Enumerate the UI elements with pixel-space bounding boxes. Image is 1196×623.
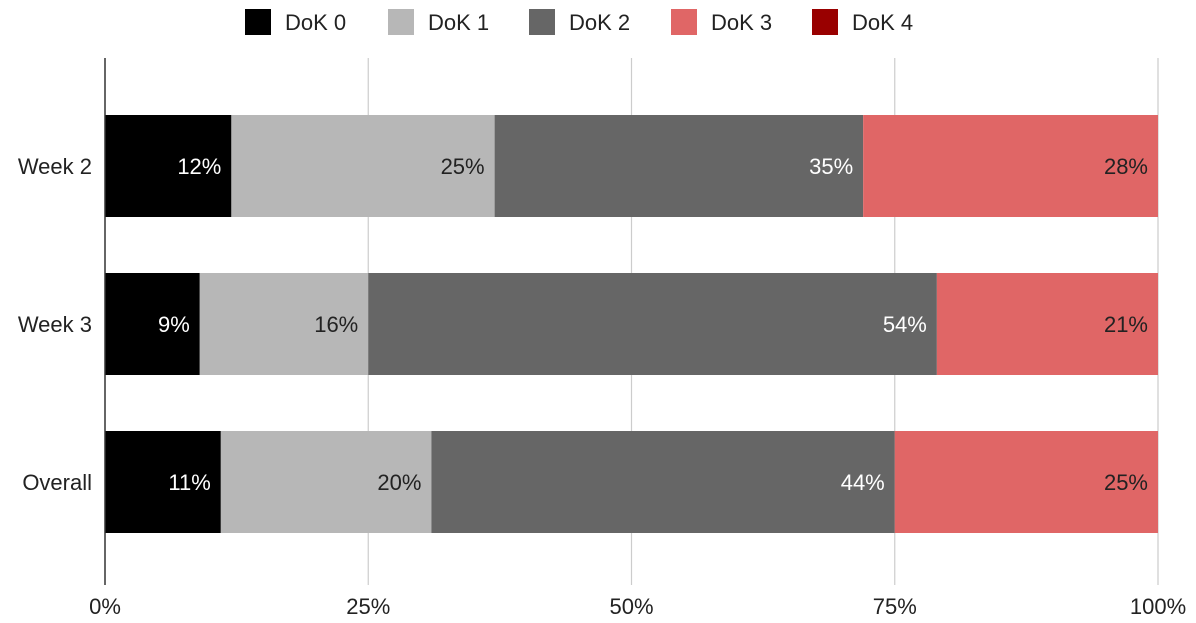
chart-axes: 0% 25% 50% 75% 100% Week 2 Week 3 Overall (18, 58, 1186, 619)
chart-data-labels: 12% 25% 35% 28% 9% 16% 54% 21% 11% 20% 44% 25% (158, 154, 1148, 495)
bar-data-label: 25% (1104, 470, 1148, 495)
chart-legend: DoK 0 DoK 1 DoK 2 DoK 3 DoK 4 (245, 9, 913, 35)
legend-label: DoK 1 (428, 10, 489, 35)
bar-segment (936, 273, 1158, 375)
x-tick-label: 50% (609, 594, 653, 619)
legend-swatch (812, 9, 838, 35)
bar-data-label: 21% (1104, 312, 1148, 337)
chart-bars (105, 115, 1158, 533)
bar-segment (105, 115, 232, 217)
bar-segment (199, 273, 369, 375)
bar-data-label: 25% (441, 154, 485, 179)
bar-segment (220, 431, 432, 533)
x-tick-label: 25% (346, 594, 390, 619)
legend-label: DoK 2 (569, 10, 630, 35)
legend-swatch (388, 9, 414, 35)
bar-data-label: 35% (809, 154, 853, 179)
legend-label: DoK 4 (852, 10, 913, 35)
bar-segment (105, 273, 200, 375)
bar-segment (863, 115, 1158, 217)
category-label: Week 3 (18, 312, 92, 337)
x-tick-label: 0% (89, 594, 121, 619)
legend-swatch (671, 9, 697, 35)
bar-data-label: 16% (314, 312, 358, 337)
category-label: Week 2 (18, 154, 92, 179)
bar-data-label: 12% (177, 154, 221, 179)
bar-data-label: 11% (168, 470, 210, 495)
bar-segment (105, 431, 221, 533)
x-tick-label: 100% (1130, 594, 1186, 619)
legend-swatch (245, 9, 271, 35)
legend-label: DoK 3 (711, 10, 772, 35)
bar-data-label: 9% (158, 312, 190, 337)
category-label: Overall (22, 470, 92, 495)
bar-segment (231, 115, 495, 217)
bar-segment (894, 431, 1158, 533)
bar-segment (431, 431, 895, 533)
bar-segment (368, 273, 937, 375)
bar-data-label: 20% (377, 470, 421, 495)
legend-label: DoK 0 (285, 10, 346, 35)
bar-data-label: 44% (841, 470, 885, 495)
legend-swatch (529, 9, 555, 35)
bar-data-label: 54% (883, 312, 927, 337)
x-tick-label: 75% (873, 594, 917, 619)
bar-segment (494, 115, 864, 217)
bar-data-label: 28% (1104, 154, 1148, 179)
